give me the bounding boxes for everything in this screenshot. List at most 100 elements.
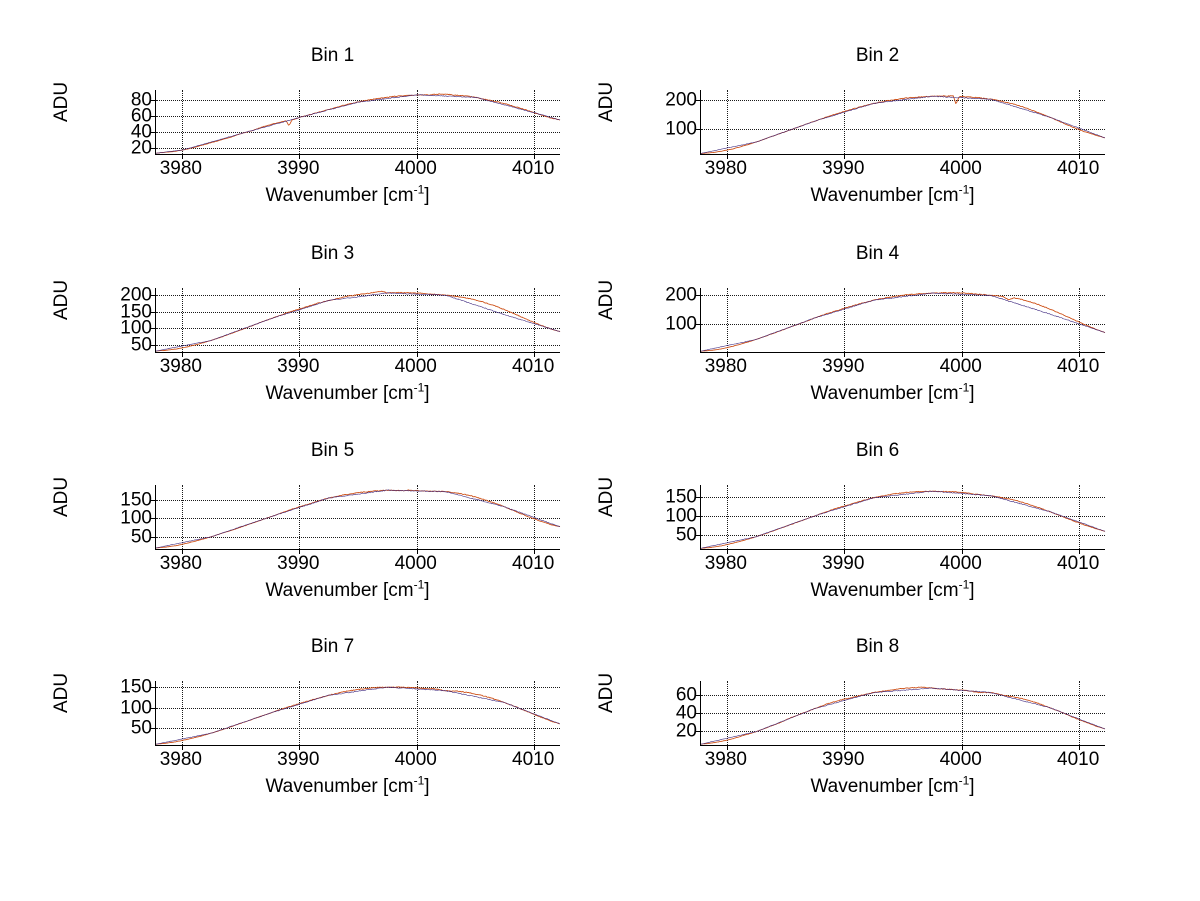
y-tick-label: 200 [120, 284, 152, 306]
x-tick-mark [1079, 745, 1081, 750]
x-tick-mark [726, 745, 728, 750]
gridline-vertical [726, 681, 728, 745]
subplot-title: Bin 5 [310, 440, 355, 461]
x-tick-labels: 3980 3990 4000 4010 [700, 749, 1104, 773]
gridline-vertical [844, 681, 846, 745]
x-tick-label: 4000 [939, 553, 982, 574]
gridline-horizontal [156, 727, 560, 729]
grid-layer [701, 485, 1105, 549]
data-series-line [155, 94, 561, 154]
y-tick-mark [696, 730, 701, 732]
gridline-vertical [416, 288, 418, 352]
x-tick-mark [961, 745, 963, 750]
gridline-horizontal [156, 311, 560, 313]
x-tick-label: 3990 [277, 553, 320, 574]
x-tick-label: 4000 [394, 158, 437, 179]
x-tick-label: 3990 [277, 158, 320, 179]
y-tick-mark [151, 115, 156, 117]
gridline-horizontal [701, 730, 1105, 732]
y-tick-mark [151, 344, 156, 346]
y-tick-mark [696, 294, 701, 296]
subplot-panel-1: Bin 1 ADU 20 40 60 80 3980 3990 4000 4010 Wavenumb… [51, 45, 605, 260]
series-layer [700, 95, 1106, 154]
y-tick-mark [151, 707, 156, 709]
x-tick-label: 4000 [394, 749, 437, 770]
series-layer [700, 686, 1106, 745]
y-tick-label: 100 [665, 118, 697, 140]
x-tick-labels: 3980 3990 4000 4010 [700, 158, 1104, 182]
gridline-horizontal [156, 707, 560, 709]
plot-area [151, 288, 561, 357]
x-axis-label-prefix: Wavenumber [cm [810, 383, 959, 404]
plot-area [696, 485, 1106, 554]
series-layer [700, 490, 1106, 549]
plot-area [151, 485, 561, 554]
x-tick-label: 4010 [1057, 356, 1100, 377]
x-axis-label-suffix: ] [969, 383, 975, 404]
x-axis-label-suffix: ] [424, 580, 430, 601]
subplot-panel-4: Bin 4 ADU 100 200 3980 3990 4000 4010 Wavenumber… [596, 243, 1150, 458]
plot-area [151, 90, 561, 159]
y-tick-label: 150 [120, 489, 152, 511]
x-axis-label-exponent: -1 [413, 577, 425, 592]
x-axis-label-suffix: ] [969, 580, 975, 601]
y-tick-mark [151, 148, 156, 150]
x-tick-label: 4000 [939, 158, 982, 179]
x-tick-mark [961, 154, 963, 159]
gridline-horizontal [156, 537, 560, 539]
x-tick-label: 4000 [939, 356, 982, 377]
gridline-vertical [844, 288, 846, 352]
gridline-horizontal [156, 115, 560, 117]
y-tick-labels: 20 40 60 [647, 681, 697, 745]
y-tick-labels: 50 100 150 [102, 485, 152, 549]
subplot-title: Bin 4 [855, 243, 900, 264]
x-tick-mark [181, 352, 183, 357]
x-axis-label: Wavenumber [cm-1] [60, 184, 635, 207]
data-series-line [155, 489, 561, 549]
x-axis-label-prefix: Wavenumber [cm [265, 580, 414, 601]
x-tick-label: 3990 [277, 749, 320, 770]
subplot-title: Bin 1 [310, 45, 355, 66]
x-tick-mark [416, 154, 418, 159]
x-axis-label-prefix: Wavenumber [cm [810, 580, 959, 601]
x-axis-label: Wavenumber [cm-1] [60, 577, 635, 602]
y-tick-label: 60 [130, 105, 152, 127]
x-tick-mark [844, 745, 846, 750]
plot-area [696, 288, 1106, 357]
x-tick-label: 4010 [512, 356, 555, 377]
gridline-vertical [416, 681, 418, 745]
y-tick-label: 200 [665, 284, 697, 306]
y-tick-label: 100 [665, 313, 697, 335]
y-tick-label: 40 [130, 121, 152, 143]
x-tick-label: 3980 [159, 553, 202, 574]
y-tick-label: 50 [130, 526, 152, 548]
x-tick-labels: 3980 3990 4000 4010 [155, 356, 559, 380]
x-tick-label: 4010 [512, 749, 555, 770]
data-series-line [155, 292, 561, 352]
gridline-horizontal [701, 99, 1105, 101]
y-axis-label: ADU [596, 279, 617, 320]
y-tick-mark [696, 713, 701, 714]
y-tick-mark [151, 295, 156, 297]
x-tick-mark [181, 745, 183, 750]
y-tick-mark [696, 695, 701, 697]
y-axis-label: ADU [596, 476, 617, 517]
gridline-vertical [1079, 90, 1081, 154]
y-tick-labels: 50 100 150 [647, 485, 697, 549]
x-tick-mark [726, 549, 728, 554]
x-tick-mark [181, 154, 183, 159]
gridline-horizontal [156, 99, 560, 101]
gridline-vertical [726, 485, 728, 549]
gridline-horizontal [156, 344, 560, 346]
y-tick-mark [151, 328, 156, 330]
gridline-vertical [181, 485, 183, 549]
y-tick-mark [151, 537, 156, 539]
x-tick-mark [961, 549, 963, 554]
y-tick-mark [696, 324, 701, 326]
x-tick-mark [844, 549, 846, 554]
x-tick-label: 3990 [822, 553, 865, 574]
x-tick-label: 4010 [1057, 158, 1100, 179]
gridline-vertical [534, 681, 536, 745]
x-tick-mark [534, 549, 536, 554]
gridline-horizontal [156, 687, 560, 689]
